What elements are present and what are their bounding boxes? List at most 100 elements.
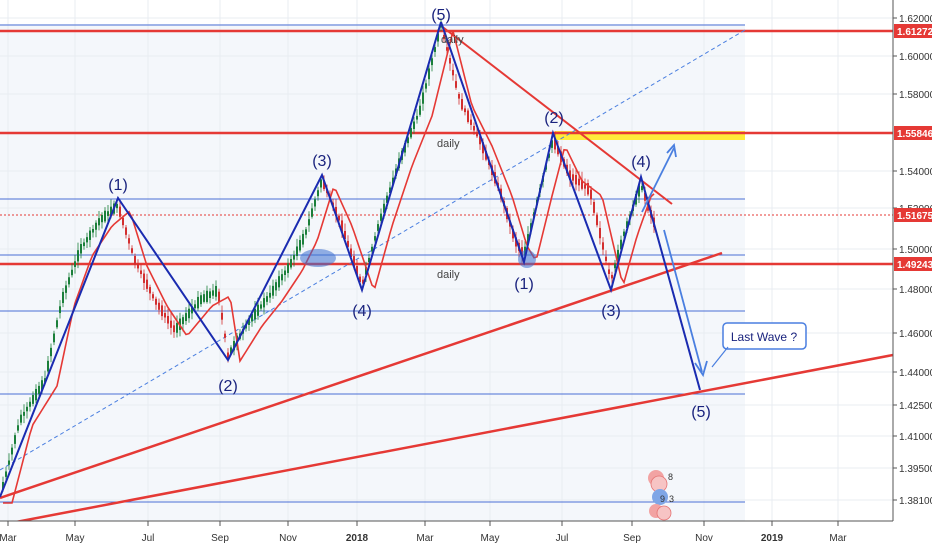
candle-body bbox=[251, 314, 253, 322]
price-tag-text-2: 1.55846 bbox=[897, 129, 932, 140]
candle-body bbox=[44, 378, 46, 383]
price-tag-1-49243 bbox=[894, 257, 932, 271]
candle-body bbox=[107, 211, 109, 216]
candle-body bbox=[287, 263, 289, 273]
wave-zigzag-2 bbox=[440, 21, 701, 391]
price-tag-text-3: 1.51675 bbox=[897, 211, 932, 222]
candle-body bbox=[335, 206, 337, 216]
candle-body bbox=[551, 140, 553, 148]
candle-body bbox=[86, 237, 88, 243]
candle-body bbox=[53, 333, 55, 343]
candle-body bbox=[32, 395, 34, 404]
y-tick-label: 1.62000 bbox=[899, 14, 932, 25]
marker-ellipse-1 bbox=[300, 249, 336, 267]
candle-body bbox=[455, 81, 457, 88]
wave-label-2: (2) bbox=[218, 378, 238, 395]
candle-body bbox=[452, 69, 454, 76]
candle-body bbox=[20, 414, 22, 423]
candle-body bbox=[140, 270, 142, 275]
candle-body bbox=[611, 274, 613, 279]
candle-body bbox=[461, 99, 463, 110]
candle-body bbox=[428, 68, 430, 80]
candle-body bbox=[626, 221, 628, 228]
candle-body bbox=[644, 192, 646, 201]
candle-body bbox=[605, 256, 607, 261]
candle-body bbox=[623, 231, 625, 237]
candle-body bbox=[122, 217, 124, 226]
candle-body bbox=[323, 180, 325, 190]
candle-body bbox=[467, 110, 469, 122]
price-tag-1-61272 bbox=[894, 24, 932, 38]
candle-body bbox=[581, 179, 583, 189]
x-axis: Mar May Jul Sep Nov 2018 Mar May Jul Sep Nov 2019 Ma… bbox=[0, 520, 893, 550]
trendline-lower-support bbox=[0, 353, 894, 527]
daily-label-low: daily bbox=[437, 269, 460, 281]
candle-body bbox=[416, 115, 418, 120]
candle-body bbox=[365, 266, 367, 275]
candle-body bbox=[14, 435, 16, 444]
event-badge-3 bbox=[652, 489, 668, 505]
price-tag-text-1: 1.61272 bbox=[897, 27, 932, 38]
candle-body bbox=[161, 305, 163, 317]
candle-body bbox=[68, 277, 70, 285]
candle-body bbox=[479, 136, 481, 145]
candle-body bbox=[557, 146, 559, 155]
x-axis-bg bbox=[0, 521, 893, 550]
wave-label-1b: (1) bbox=[514, 276, 534, 293]
candle-body bbox=[170, 320, 172, 328]
candle-body bbox=[362, 279, 364, 284]
candle-body bbox=[11, 447, 13, 455]
candle-body bbox=[389, 187, 391, 194]
daily-label-mid: daily bbox=[437, 138, 460, 150]
candle-body bbox=[443, 34, 445, 40]
candle-body bbox=[254, 308, 256, 320]
candle-body bbox=[8, 460, 10, 465]
candle-body bbox=[590, 189, 592, 200]
candle-body bbox=[458, 94, 460, 99]
candle-body bbox=[413, 121, 415, 129]
candle-body bbox=[593, 201, 595, 213]
candle-body bbox=[158, 302, 160, 310]
candle-body bbox=[290, 259, 292, 268]
y-tick-label: 1.54000 bbox=[899, 167, 932, 178]
candle-body bbox=[149, 287, 151, 294]
candle-body bbox=[308, 219, 310, 226]
candle-body bbox=[5, 471, 7, 477]
candle-body bbox=[482, 142, 484, 154]
candle-body bbox=[83, 242, 85, 247]
range-panel bbox=[0, 24, 745, 521]
candle-body bbox=[38, 385, 40, 394]
candle-body bbox=[377, 224, 379, 231]
arrow-down-shaft bbox=[663, 229, 703, 373]
x-tick-label: Mar bbox=[829, 533, 847, 544]
candle-body bbox=[215, 285, 217, 297]
arrow-up-shaft bbox=[641, 147, 675, 213]
arrow-down-head bbox=[694, 360, 708, 378]
candle-body bbox=[227, 352, 229, 359]
candle-body bbox=[578, 178, 580, 186]
candle-body bbox=[29, 401, 31, 407]
candle-body bbox=[74, 261, 76, 267]
wave-label-4: (4) bbox=[352, 303, 372, 320]
candle-body bbox=[359, 276, 361, 283]
candle-body bbox=[80, 244, 82, 254]
candle-body bbox=[203, 294, 205, 302]
candle-body bbox=[614, 263, 616, 269]
candle-body bbox=[284, 270, 286, 275]
candle-body bbox=[17, 425, 19, 431]
event-badges: 8 9 3 bbox=[648, 470, 674, 521]
candle-body bbox=[194, 304, 196, 309]
candle-body bbox=[608, 269, 610, 274]
candle-body bbox=[143, 273, 145, 283]
candle-body bbox=[596, 215, 598, 226]
x-tick-label: Mar bbox=[0, 533, 17, 544]
y-tick-label: 1.42500 bbox=[899, 401, 932, 412]
candle-body bbox=[110, 206, 112, 216]
y-tick-label: 1.58000 bbox=[899, 90, 932, 101]
candle-body bbox=[77, 250, 79, 262]
candle-body bbox=[209, 291, 211, 299]
candle-body bbox=[350, 248, 352, 258]
candle-body bbox=[641, 186, 643, 191]
candle-body bbox=[41, 380, 43, 390]
candle-body bbox=[152, 294, 154, 299]
